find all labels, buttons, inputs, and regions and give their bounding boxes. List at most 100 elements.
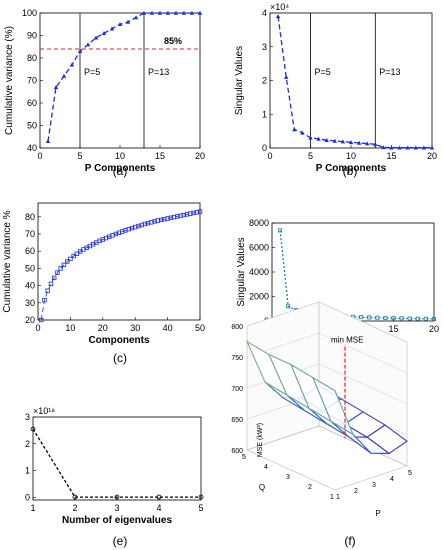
series-line xyxy=(47,12,200,142)
data-point xyxy=(197,10,203,15)
data-point xyxy=(415,316,420,321)
y-tick-label: 90 xyxy=(27,31,37,41)
data-point xyxy=(198,494,204,500)
y-axis-label: Cumulative variance % xyxy=(2,210,13,312)
data-point xyxy=(71,253,76,259)
x-tick-label: 3 xyxy=(114,503,119,513)
x-tick-label: 0 xyxy=(35,323,40,333)
x-tick-label: 20 xyxy=(427,151,437,161)
y-multiplier-label: ×10¹⁸ xyxy=(33,406,55,416)
z-grid-line xyxy=(246,332,408,374)
data-point xyxy=(77,49,83,54)
data-point xyxy=(101,31,107,36)
series-line xyxy=(32,428,201,498)
data-point xyxy=(53,85,59,90)
z-grid-line xyxy=(246,301,408,343)
y-tick-label: 80 xyxy=(25,212,35,222)
x-tick-label: 40 xyxy=(163,323,173,333)
p-tick-label: 2 xyxy=(354,488,358,495)
data-point xyxy=(356,140,362,145)
data-point xyxy=(125,19,131,24)
x-axis-label: Number of eigenvalues xyxy=(62,515,172,526)
y-tick-label: 40 xyxy=(25,281,35,291)
p-tick-label: 5 xyxy=(408,470,412,477)
data-point xyxy=(365,141,370,146)
series-line xyxy=(279,230,435,320)
data-point xyxy=(413,145,418,150)
y-tick-label: 1 xyxy=(25,466,30,476)
data-point xyxy=(55,270,60,275)
data-point xyxy=(61,73,67,78)
p-tick-label: 3 xyxy=(372,482,376,489)
data-point xyxy=(48,281,54,287)
y-tick-label: 70 xyxy=(25,229,35,239)
y-tick-label: 2 xyxy=(25,439,30,449)
data-point xyxy=(85,42,91,47)
x-tick-label: 15 xyxy=(155,151,165,161)
data-point xyxy=(375,315,380,320)
x-tick-label: 4 xyxy=(156,503,161,513)
x-tick-label: 20 xyxy=(195,151,205,161)
data-point xyxy=(373,142,378,147)
subplot-c: 0 10 20 30 40 50 20 30 40 50 60 70 80 Components Cumul… xyxy=(2,202,205,365)
data-point xyxy=(284,74,289,79)
data-point xyxy=(30,426,36,432)
data-point xyxy=(397,145,402,150)
data-point xyxy=(278,228,283,233)
x-tick-label: 2 xyxy=(72,503,77,513)
data-point xyxy=(381,145,386,150)
q-tick-label: 2 xyxy=(308,484,312,491)
data-point xyxy=(149,10,155,15)
plot-frame xyxy=(32,416,202,501)
plot-frame xyxy=(39,12,201,149)
y-tick-label: 50 xyxy=(25,263,35,273)
z-tick-label: 800 xyxy=(231,324,243,331)
data-point xyxy=(64,259,70,264)
p-tick-label: 1 xyxy=(336,494,340,501)
subplot-caption: (c) xyxy=(113,351,127,365)
y-tick-label: 1 xyxy=(262,109,267,119)
data-point xyxy=(324,138,329,143)
p-tick-label: 4 xyxy=(390,476,394,483)
data-point xyxy=(45,288,50,293)
x-tick-label: 5 xyxy=(198,503,203,513)
subplot-caption: (f) xyxy=(344,534,355,548)
data-point xyxy=(367,315,372,320)
data-point xyxy=(133,15,139,20)
q-axis-label: Q xyxy=(259,483,265,492)
data-point xyxy=(165,10,171,15)
data-point xyxy=(431,316,436,321)
p-axis-label: P xyxy=(375,509,380,518)
x-tick-label: 10 xyxy=(115,151,125,161)
y-tick-label: 0 xyxy=(25,492,30,502)
subplot-caption: (a) xyxy=(113,164,128,178)
y-tick-label: 4 xyxy=(262,8,267,18)
subplot-a: 0 5 10 15 20 40 50 60 70 80 90 100 P Components Cumul… xyxy=(4,8,205,178)
data-point xyxy=(423,316,428,321)
data-point xyxy=(58,266,63,271)
y-tick-label: 80 xyxy=(27,53,37,63)
y-tick-label: 60 xyxy=(27,98,37,108)
y-tick-label: 50 xyxy=(27,121,37,131)
subplot-b: 0 5 10 15 20 0 1 2 3 4 P Components Singular Values… xyxy=(234,2,437,178)
q-tick-label: 3 xyxy=(286,474,290,481)
y-tick-label: 30 xyxy=(25,298,35,308)
x-tick-label: 10 xyxy=(346,151,356,161)
z-tick-label: 700 xyxy=(231,386,243,393)
data-point xyxy=(399,316,404,321)
vline-label: P=13 xyxy=(379,67,400,77)
series-line xyxy=(277,16,432,149)
y-multiplier-label: ×10⁴ xyxy=(270,2,289,12)
data-point xyxy=(391,316,396,321)
y-axis-label: Singular Values xyxy=(234,46,245,115)
data-point xyxy=(61,262,67,268)
q-tick-label: 5 xyxy=(242,454,246,461)
y-tick-label: 8000 xyxy=(249,218,269,228)
data-point xyxy=(156,494,162,500)
plot-frame xyxy=(37,202,201,321)
data-point xyxy=(340,139,346,144)
y-tick-label: 3 xyxy=(262,42,267,52)
data-point xyxy=(407,316,412,321)
